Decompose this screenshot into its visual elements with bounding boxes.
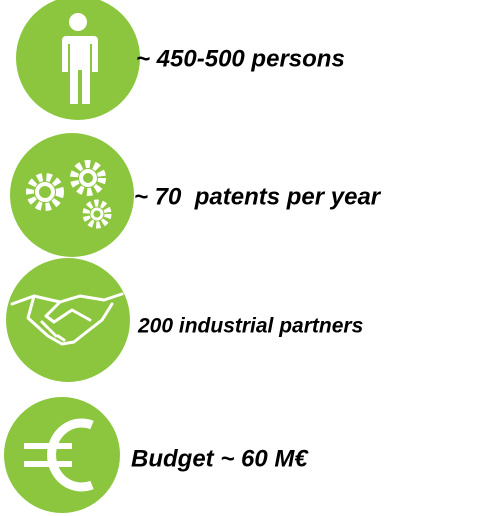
icon-circle bbox=[6, 258, 130, 382]
budget-item: Budget ~ 60 M€ bbox=[4, 397, 309, 513]
item-label: ~ 70 patents per year bbox=[134, 183, 382, 210]
persons-item: ~ 450-500 persons bbox=[16, 0, 345, 120]
patents-item: ~ 70 patents per year bbox=[10, 133, 382, 257]
gears-icon bbox=[26, 160, 112, 229]
person-icon bbox=[62, 13, 98, 104]
item-label: Budget ~ 60 M€ bbox=[131, 445, 309, 472]
item-label: 200 industrial partners bbox=[137, 315, 363, 338]
icon-circle bbox=[4, 397, 120, 513]
icon-circle bbox=[10, 133, 134, 257]
handshake-icon bbox=[10, 292, 124, 346]
euro-icon bbox=[24, 418, 94, 492]
partners-item: 200 industrial partners bbox=[6, 258, 363, 382]
item-label: ~ 450-500 persons bbox=[136, 45, 345, 72]
